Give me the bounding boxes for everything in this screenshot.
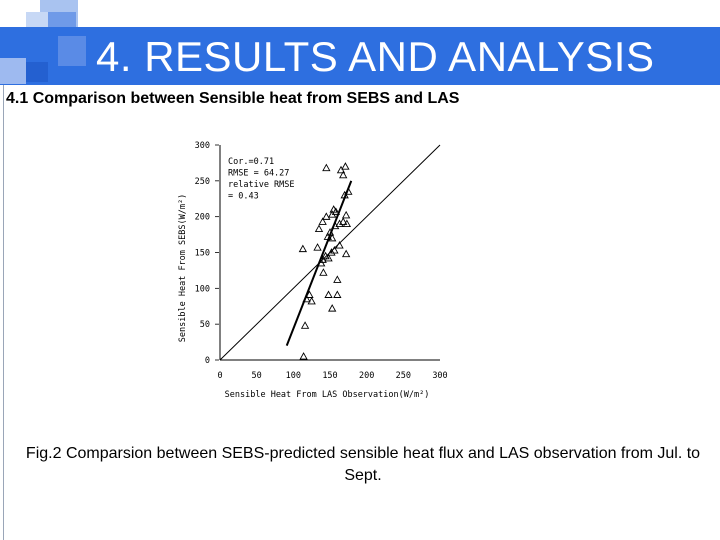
stats-line: RMSE = 64.27 [228,169,289,179]
scatter-point [335,219,344,228]
scatter-point [333,290,342,298]
scatter-point [330,246,339,254]
scatter-point [323,232,332,240]
x-tick-label: 150 [322,371,337,381]
header-bar [0,27,720,85]
scatter-point [302,294,311,303]
scatter-point [341,249,351,258]
scatter-chart: 0 50 100 150 200 250 300 0 50 100 150 200 250 300 Co… [178,141,448,400]
y-tick-labels: 0 50 100 150 200 250 300 [195,141,219,366]
x-tick-label: 250 [396,371,411,381]
data-points [298,162,353,360]
y-tick-label: 100 [195,284,210,294]
scatter-point [322,163,331,172]
scatter-point [330,221,340,230]
scatter-point [318,217,327,225]
y-tick-label: 50 [200,320,210,330]
stats-line: relative RMSE [228,180,295,190]
x-tick-label: 100 [286,371,301,381]
y-tick-label: 0 [205,356,210,366]
plot-axes [219,145,440,361]
section-subtitle: 4.1 Comparison between Sensible heat fro… [6,90,460,107]
x-tick-label: 200 [359,371,374,381]
scatter-point [341,162,350,170]
scatter-point [341,210,351,219]
scatter-point [314,224,324,233]
scatter-point [344,187,353,195]
left-divider [3,85,4,540]
y-axis-label: Sensible Heat From SEBS(W/m²) [178,194,188,342]
y-tick-label: 250 [195,177,210,187]
y-tick-label: 200 [195,213,210,223]
scatter-point [333,275,342,283]
stats-line: = 0.43 [228,192,259,202]
scatter-point [322,212,331,220]
scatter-point [342,219,352,228]
x-tick-label: 50 [252,371,262,381]
scatter-point [331,207,341,215]
x-axis-label: Sensible Heat From LAS Observation(W/m²) [225,390,430,400]
scatter-point [300,321,310,329]
x-tick-label: 300 [432,371,447,381]
scatter-point [324,253,333,262]
x-tick-label: 0 [217,371,222,381]
decor-square-light [0,58,26,84]
figure-caption: Fig.2 Comparsion between SEBS-predicted … [25,445,701,484]
scatter-point [327,248,336,256]
decor-square-dark [26,62,48,82]
scatter-point [336,165,346,174]
scatter-point [340,190,349,199]
scatter-point [325,228,335,236]
scatter-point [324,290,333,298]
stats-line: Cor.=0.71 [228,157,274,167]
decor-square-mid [58,36,86,66]
scatter-point [328,210,337,218]
scatter-point [328,304,337,312]
y-tick-label: 150 [195,249,210,259]
scatter-point [339,170,348,179]
scatter-point [305,290,314,298]
scatter-point [321,251,330,260]
x-tick-labels: 0 50 100 150 200 250 300 [217,371,447,381]
scatter-point [307,296,316,305]
scatter-point [319,268,328,276]
scatter-point [298,244,308,253]
scatter-point [317,258,326,267]
scatter-point [339,217,348,225]
scatter-point [299,352,308,360]
scatter-point [313,243,322,251]
y-tick-label: 300 [195,141,210,151]
scatter-point [335,241,344,249]
slide-title: 4. RESULTS AND ANALYSIS [96,33,655,80]
